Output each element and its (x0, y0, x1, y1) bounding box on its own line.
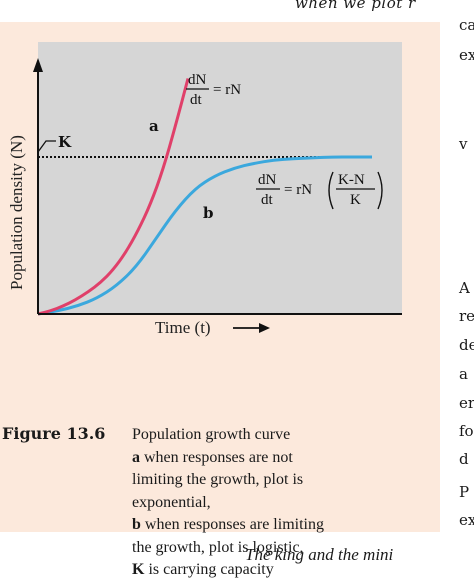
caption-line-text: the growth, plot is logistic, (132, 538, 304, 556)
plot-area (38, 42, 402, 314)
right-column-line: de (459, 336, 474, 354)
top-cut-text: when we plot r (295, 0, 416, 12)
caption-line: a when responses are not (132, 447, 324, 470)
right-column-line: v (459, 135, 468, 153)
x-label-arrow-icon (259, 323, 270, 333)
caption-line: limiting the growth, plot is (132, 469, 324, 492)
curve-b-logistic (37, 155, 372, 316)
bottom-cut-text: The king and the mini (245, 545, 394, 564)
curve-b-label: b (203, 204, 214, 222)
caption-line-key: K (132, 561, 145, 578)
eq-a-rhs: = rN (213, 82, 241, 98)
k-pointer (37, 140, 56, 153)
caption-line: the growth, plot is logistic, (132, 537, 324, 560)
equation-b: dN dt = rN K-N K (256, 171, 383, 210)
eq-b-left-paren (328, 171, 334, 210)
right-column-line: P (459, 483, 470, 501)
caption-lines: a when responses are not limiting the gro… (132, 447, 324, 582)
caption-line-text: exponential, (132, 493, 211, 511)
caption-line-text: when responses are limiting (140, 516, 324, 533)
caption-line: b when responses are limiting (132, 514, 324, 537)
right-column-line: fo (459, 422, 474, 440)
figure-caption: Population growth curve a when responses… (132, 424, 324, 582)
eq-a-numerator: dN (188, 72, 207, 88)
right-column-line: d (459, 450, 469, 468)
right-column-line: ex (459, 511, 474, 529)
curve-a-label: a (149, 117, 159, 135)
caption-line-text: limiting the growth, plot is (132, 471, 304, 488)
caption-title: Population growth curve (132, 426, 291, 443)
right-column-line: er (459, 394, 474, 412)
eq-b-rhs-prefix: = rN (284, 182, 312, 198)
right-column-line: ex (459, 46, 474, 64)
right-column-line: ca (459, 16, 474, 34)
caption-line-key: a (132, 448, 140, 466)
x-axis-label: Time (t) (155, 318, 211, 337)
population-growth-chart: Population density (N) K Time (t) a b dN… (7, 42, 402, 337)
equation-a: dN dt = rN (186, 72, 241, 108)
caption-line-text: when responses are not (140, 448, 293, 466)
y-axis-arrow-icon (33, 58, 43, 72)
right-column-line: re (459, 307, 474, 325)
eq-b-paren-numerator: K-N (338, 172, 365, 188)
eq-b-numerator: dN (258, 172, 277, 188)
eq-b-denominator: dt (261, 192, 274, 208)
right-column-line: a (459, 365, 468, 383)
figure-label: Figure 13.6 (2, 424, 106, 443)
right-column-line: A (459, 279, 470, 297)
y-axis-label: Population density (N) (7, 135, 26, 290)
eq-b-right-paren (377, 171, 383, 210)
curve-a-exponential (37, 78, 190, 316)
caption-line-key: b (132, 516, 141, 533)
caption-line: exponential, (132, 492, 324, 515)
eq-a-denominator: dt (190, 92, 203, 108)
eq-b-paren-denominator: K (350, 192, 361, 208)
k-label: K (58, 133, 72, 151)
